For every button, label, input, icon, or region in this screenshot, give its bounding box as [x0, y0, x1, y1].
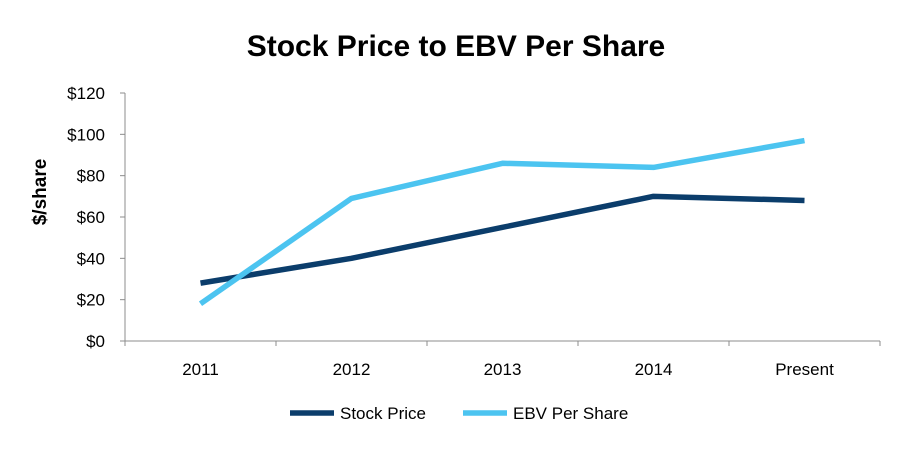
- y-tick-label: $100: [67, 125, 105, 144]
- series-line-ebv-per-share: [198, 137, 805, 307]
- y-tick-labels: $0 $20 $40 $60 $80 $100 $120: [67, 84, 125, 351]
- series-line-stock-price: [200, 193, 805, 286]
- x-tick-label: 2012: [333, 360, 371, 379]
- y-axis-label: $/share: [30, 159, 51, 226]
- legend-label: EBV Per Share: [513, 404, 628, 423]
- x-tick-label: Present: [775, 360, 834, 379]
- series-lines: [198, 137, 805, 307]
- y-tick-label: $120: [67, 84, 105, 103]
- x-tick-label: 2014: [635, 360, 673, 379]
- y-tick-label: $80: [77, 167, 105, 186]
- legend-label: Stock Price: [340, 404, 426, 423]
- x-tick-label: 2013: [484, 360, 522, 379]
- chart-title: Stock Price to EBV Per Share: [247, 30, 666, 63]
- y-tick-label: $20: [77, 291, 105, 310]
- x-tick-labels: 2011 2012 2013 2014 Present: [124, 341, 881, 379]
- y-tick-label: $40: [77, 249, 105, 268]
- y-tick-label: $0: [86, 332, 105, 351]
- axes: [124, 93, 880, 342]
- legend: Stock Price EBV Per Share: [290, 404, 628, 423]
- y-tick-label: $60: [77, 208, 105, 227]
- x-tick-label: 2011: [182, 360, 219, 379]
